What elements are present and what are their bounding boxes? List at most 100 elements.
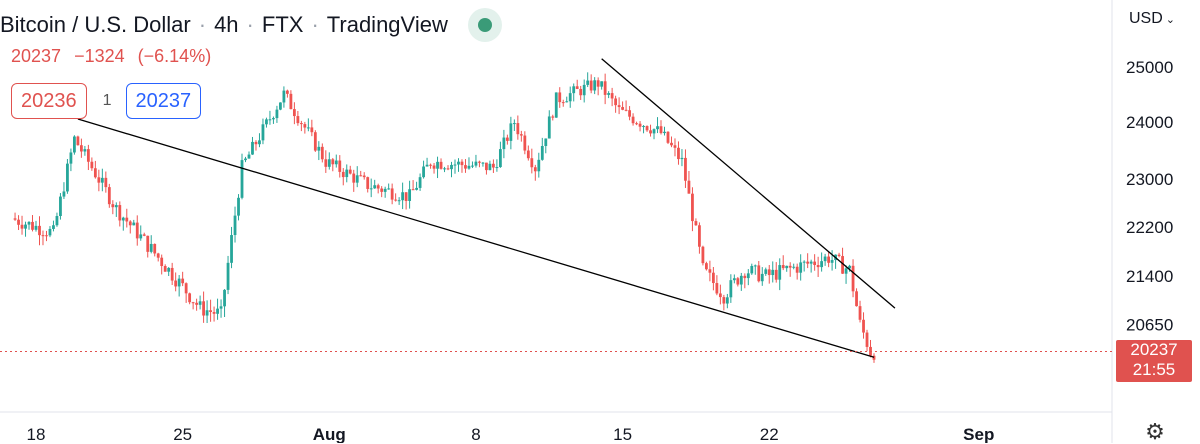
- buy-button[interactable]: 20237: [125, 83, 202, 119]
- candle-body: [429, 164, 432, 166]
- price-tick-label: 20650: [1126, 315, 1173, 334]
- source-label: TradingView: [326, 12, 448, 37]
- candle-body: [589, 80, 593, 91]
- candle-body: [226, 262, 230, 290]
- candle-body: [306, 127, 310, 129]
- candle-body: [841, 256, 844, 274]
- candle-body: [237, 197, 240, 216]
- candle-body: [701, 246, 705, 264]
- candle-body: [670, 142, 673, 146]
- candle-body: [746, 273, 750, 279]
- candle-body: [628, 110, 631, 117]
- candle-body: [184, 283, 188, 294]
- candle-body: [244, 158, 247, 161]
- candle-body: [708, 269, 712, 273]
- candle-body: [505, 137, 509, 141]
- symbol-name[interactable]: Bitcoin / U.S. Dollar: [0, 12, 191, 37]
- candle-body: [516, 123, 520, 135]
- candle-body: [303, 124, 307, 128]
- candle-body: [600, 81, 604, 87]
- candle-body: [114, 205, 118, 208]
- candle-body: [317, 146, 321, 151]
- candle-body: [684, 157, 687, 181]
- candle-body: [202, 301, 205, 316]
- candle-body: [24, 224, 27, 229]
- candle-body: [467, 165, 471, 169]
- chart-legend: Bitcoin / U.S. Dollar · 4h · FTX · Tradi…: [0, 8, 502, 42]
- candle-body: [366, 177, 370, 189]
- candle-body: [167, 267, 171, 272]
- candle-body: [251, 141, 254, 155]
- candle-body: [111, 204, 115, 208]
- candle-body: [649, 130, 652, 134]
- candle-body: [188, 293, 192, 303]
- sell-button[interactable]: 20236: [11, 83, 87, 119]
- currency-selector[interactable]: USD ⌄: [1129, 10, 1175, 28]
- candle-body: [408, 189, 412, 201]
- candle-body: [718, 293, 722, 298]
- time-tick-label: 25: [173, 425, 192, 443]
- candle-body: [205, 310, 209, 316]
- candle-body: [128, 221, 132, 226]
- candle-body: [191, 302, 195, 304]
- candle-body: [471, 165, 474, 167]
- candle-body: [66, 163, 69, 192]
- candle-body: [729, 280, 733, 298]
- gear-icon[interactable]: ⚙: [1145, 419, 1165, 444]
- candle-body: [715, 283, 719, 294]
- candle-body: [687, 180, 691, 194]
- candle-body: [544, 138, 548, 147]
- candle-body: [383, 188, 387, 192]
- candle-body: [48, 228, 52, 236]
- current-price-tag: 20237 21:55: [1116, 340, 1192, 382]
- candle-body: [523, 135, 527, 151]
- interval-label[interactable]: 4h: [214, 12, 239, 37]
- candle-body: [170, 267, 174, 281]
- price-change: −1324: [74, 46, 125, 66]
- candle-body: [86, 149, 90, 162]
- candle-body: [827, 256, 831, 263]
- candle-body: [645, 126, 649, 131]
- candle-body: [93, 168, 97, 178]
- candle-body: [27, 221, 31, 225]
- price-tick-label: 21400: [1126, 267, 1173, 286]
- status-dot-icon[interactable]: [467, 8, 502, 42]
- candle-body: [292, 109, 296, 117]
- candle-body: [652, 129, 656, 134]
- candle-body: [247, 154, 251, 159]
- candle-body: [596, 80, 600, 87]
- trendline-lower[interactable]: [77, 118, 875, 358]
- candle-body: [851, 265, 855, 292]
- candle-body: [282, 90, 286, 103]
- candle-body: [764, 269, 768, 274]
- candle-body: [331, 159, 335, 165]
- candle-body: [79, 145, 83, 152]
- candle-body: [830, 260, 834, 263]
- candle-body: [512, 123, 516, 125]
- candle-body: [404, 192, 408, 201]
- candle-body: [31, 221, 34, 230]
- candle-body: [125, 217, 129, 222]
- trendline-upper[interactable]: [601, 58, 896, 309]
- candle-body: [610, 93, 614, 99]
- candle-body: [118, 205, 122, 221]
- candle-body: [495, 167, 499, 169]
- candle-body: [45, 235, 48, 237]
- candle-body: [268, 119, 272, 121]
- candle-body: [380, 188, 384, 192]
- candle-body: [820, 261, 824, 268]
- candle-body: [753, 265, 757, 267]
- candle-body: [586, 80, 590, 85]
- candle-body: [195, 302, 199, 305]
- candle-body: [320, 146, 324, 160]
- candle-body: [34, 225, 38, 230]
- candle-body: [149, 243, 153, 252]
- candle-body: [17, 219, 20, 225]
- candle-body: [705, 263, 708, 270]
- candle-body: [216, 308, 219, 314]
- candle-body: [691, 193, 694, 222]
- candle-body: [739, 275, 743, 285]
- candle-body: [481, 162, 485, 164]
- last-price: 20237: [11, 46, 62, 66]
